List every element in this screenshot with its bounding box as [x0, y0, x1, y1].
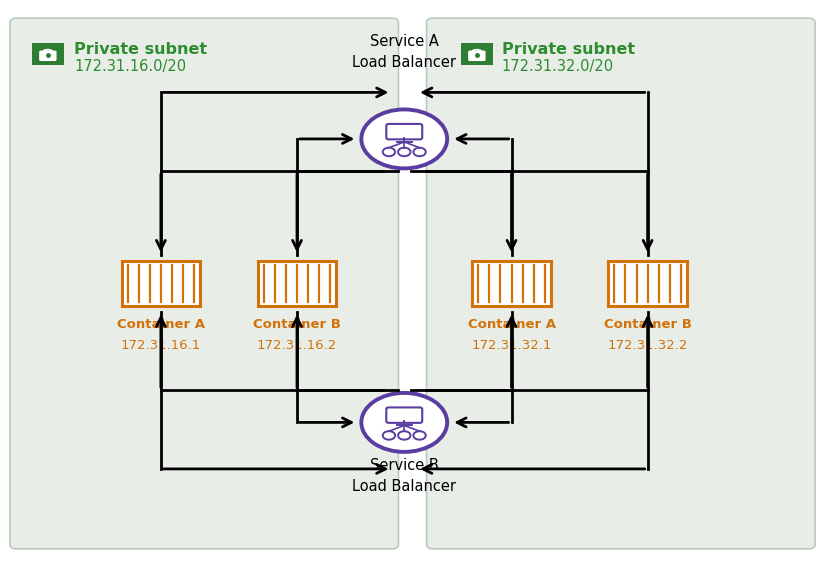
- FancyBboxPatch shape: [468, 50, 486, 61]
- Text: Private subnet: Private subnet: [74, 43, 207, 57]
- Bar: [461, 43, 493, 65]
- Text: 172.31.16.2: 172.31.16.2: [257, 339, 337, 352]
- FancyBboxPatch shape: [257, 261, 337, 306]
- Text: 172.31.16.0/20: 172.31.16.0/20: [74, 60, 186, 74]
- FancyBboxPatch shape: [10, 18, 398, 549]
- Bar: [32, 43, 64, 65]
- Circle shape: [383, 431, 395, 439]
- Text: Container B: Container B: [253, 318, 341, 331]
- Circle shape: [383, 147, 395, 156]
- FancyBboxPatch shape: [609, 261, 686, 306]
- Circle shape: [361, 393, 447, 452]
- Circle shape: [413, 431, 426, 439]
- Text: 172.31.32.0/20: 172.31.32.0/20: [502, 60, 614, 74]
- Text: Container B: Container B: [604, 318, 691, 331]
- FancyBboxPatch shape: [472, 261, 551, 306]
- FancyBboxPatch shape: [39, 50, 57, 61]
- Text: 172.31.32.1: 172.31.32.1: [471, 339, 552, 352]
- Text: Private subnet: Private subnet: [502, 43, 634, 57]
- Circle shape: [398, 147, 411, 156]
- Circle shape: [413, 147, 426, 156]
- FancyBboxPatch shape: [122, 261, 200, 306]
- FancyBboxPatch shape: [427, 18, 815, 549]
- FancyBboxPatch shape: [386, 124, 422, 139]
- Text: 172.31.16.1: 172.31.16.1: [120, 339, 201, 352]
- Text: Container A: Container A: [468, 318, 555, 331]
- Text: 172.31.32.2: 172.31.32.2: [607, 339, 688, 352]
- Text: Service A
Load Balancer: Service A Load Balancer: [352, 34, 456, 70]
- Circle shape: [398, 431, 411, 439]
- Text: Container A: Container A: [117, 318, 205, 331]
- Circle shape: [361, 109, 447, 168]
- Text: Service B
Load Balancer: Service B Load Balancer: [352, 458, 456, 493]
- FancyBboxPatch shape: [386, 408, 422, 423]
